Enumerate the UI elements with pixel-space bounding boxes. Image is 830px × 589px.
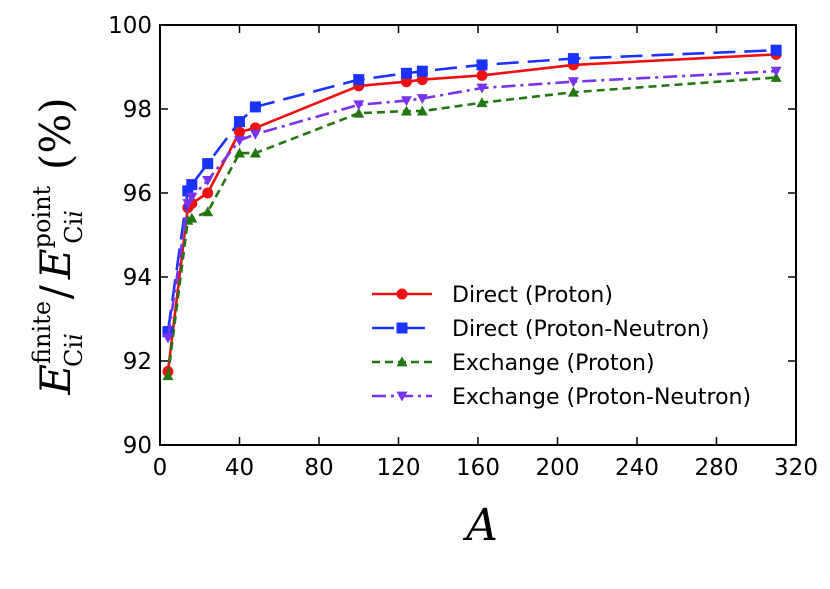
data-point <box>353 74 365 86</box>
data-point <box>186 192 198 203</box>
series-1 <box>162 48 782 377</box>
x-tick-label: 40 <box>225 455 254 481</box>
data-point <box>353 107 365 118</box>
data-point <box>476 83 488 94</box>
y-label-sub-bottom: Ci <box>60 217 88 243</box>
axis-ticks: 0 40 80 120 160 200 240 280 320 90 92 94 96 98 100 <box>108 13 818 481</box>
data-point <box>567 53 579 65</box>
series-4 <box>162 66 782 344</box>
legend-marker <box>396 391 408 402</box>
legend-marker <box>396 288 408 300</box>
legend-marker <box>396 356 408 367</box>
data-point <box>182 185 194 197</box>
data-point <box>476 97 488 108</box>
data-point <box>770 66 782 77</box>
data-point <box>202 158 214 170</box>
data-point <box>202 206 214 217</box>
data-point <box>162 370 174 381</box>
legend-label: Exchange (Proton) <box>452 351 655 376</box>
y-label-base-top: E <box>31 364 80 396</box>
data-point <box>182 199 194 209</box>
x-tick-label: 200 <box>536 455 580 481</box>
legend: Direct (Proton) Direct (Proton-Neutron) Ex… <box>372 283 751 410</box>
y-tick-label: 100 <box>108 13 152 39</box>
y-label-sub-bottom-var: i <box>60 210 88 218</box>
data-point <box>400 105 412 116</box>
data-point <box>567 86 579 97</box>
series-3 <box>162 72 782 381</box>
y-tick-label: 96 <box>123 181 152 207</box>
data-point <box>400 67 412 79</box>
data-point <box>162 333 174 344</box>
x-tick-label: 80 <box>304 455 333 481</box>
x-tick-label: 240 <box>615 455 659 481</box>
legend-entry: Exchange (Proton-Neutron) <box>372 385 751 410</box>
data-point <box>234 136 245 146</box>
y-label-sub-top-var: i <box>60 333 88 341</box>
y-label-unit: (%) <box>31 97 80 170</box>
legend-entry: Direct (Proton) <box>372 283 613 308</box>
y-label-base-bottom: E <box>31 248 80 280</box>
y-label-sup-top: finite <box>28 301 56 364</box>
data-point <box>186 212 198 223</box>
legend-label: Direct (Proton-Neutron) <box>452 317 709 342</box>
y-axis-label: Efinite Cii/Epoint Cii(%) <box>28 97 88 395</box>
y-label-sup-bottom: point <box>28 185 56 248</box>
x-tick-label: 160 <box>456 455 500 481</box>
x-tick-label: 320 <box>774 455 818 481</box>
data-point <box>416 65 428 77</box>
data-point <box>234 147 245 158</box>
y-tick-label: 98 <box>123 97 152 123</box>
data-point <box>234 126 245 138</box>
legend-label: Direct (Proton) <box>452 283 613 308</box>
data-point <box>567 77 579 88</box>
data-point <box>416 94 428 104</box>
legend-label: Exchange (Proton-Neutron) <box>452 385 751 410</box>
legend-marker <box>396 322 408 334</box>
y-tick-label: 92 <box>123 349 152 375</box>
data-point <box>249 101 261 113</box>
y-tick-label: 90 <box>123 433 152 459</box>
data-point <box>476 69 488 81</box>
data-point <box>249 147 261 158</box>
y-label-divider: / <box>31 284 80 299</box>
data-point <box>416 105 428 116</box>
data-point <box>400 96 412 107</box>
x-tick-label: 120 <box>377 455 421 481</box>
data-point <box>249 129 261 140</box>
x-tick-label: 0 <box>153 455 168 481</box>
x-tick-label: 280 <box>695 455 739 481</box>
y-label-sub-top: Ci <box>60 341 88 367</box>
data-point <box>234 116 245 128</box>
data-point <box>416 74 428 86</box>
data-point <box>202 187 214 199</box>
data-point <box>476 59 488 71</box>
series-layer <box>162 44 782 381</box>
legend-entry: Exchange (Proton) <box>372 351 655 376</box>
data-point <box>186 179 198 191</box>
legend-entry: Direct (Proton-Neutron) <box>372 317 709 342</box>
data-point <box>400 76 412 88</box>
data-point <box>770 72 782 82</box>
y-tick-label: 94 <box>123 265 152 291</box>
data-point <box>353 100 365 111</box>
x-axis-label: A <box>462 500 498 551</box>
data-point <box>202 176 214 186</box>
series-line <box>166 48 777 332</box>
data-point <box>770 44 782 56</box>
